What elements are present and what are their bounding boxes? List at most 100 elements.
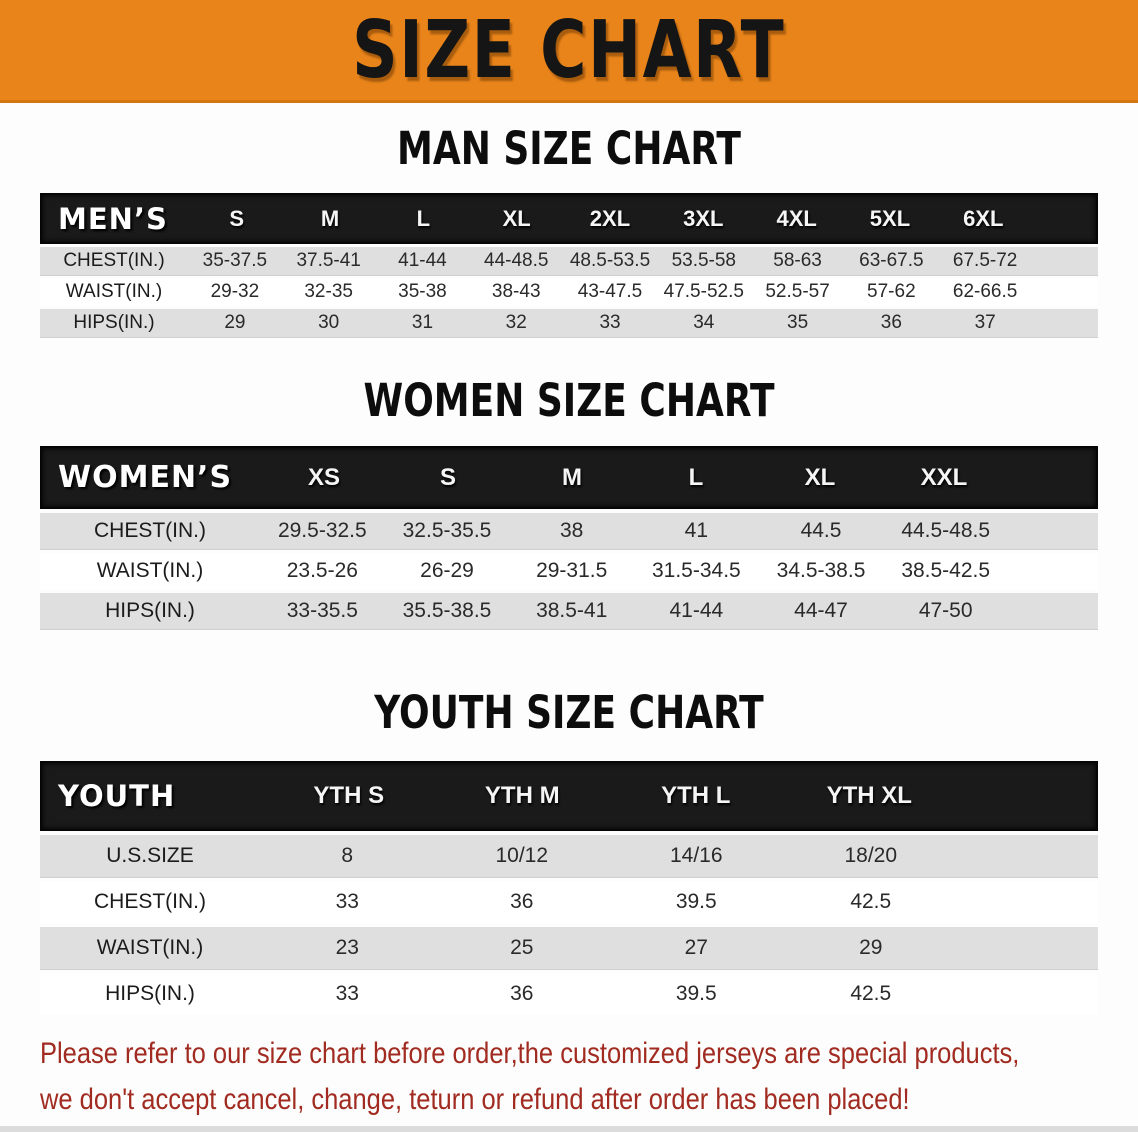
- size-value-cell: 44-48.5: [484, 250, 549, 271]
- table-row: CHEST(IN.) 35-37.5 37.5-41 41-44 44-48.5 48.5…: [40, 247, 1098, 275]
- row-label: HIPS(IN.): [105, 982, 195, 1005]
- table-row: U.S.SIZE 8 10/12 14/16 18/20: [40, 835, 1098, 877]
- men-size-table: MEN’S S M L XL 2XL 3XL 4XL 5XL 6XL CHEST(IN.) 35-37…: [40, 193, 1098, 337]
- size-value-cell: 35.5-38.5: [402, 599, 492, 622]
- size-column-header: XXL: [920, 463, 968, 491]
- size-value-cell: 10/12: [495, 844, 549, 867]
- row-label: CHEST(IN.): [94, 519, 206, 542]
- size-column-header: S: [439, 463, 456, 491]
- table-row: CHEST(IN.) 29.5-32.5 32.5-35.5 38 41 44.5 44.5…: [40, 513, 1098, 549]
- size-column-header: YTH S: [313, 782, 385, 809]
- size-value-cell: 35: [787, 312, 809, 333]
- size-column-header: S: [229, 205, 244, 231]
- size-column-header: 6XL: [963, 205, 1004, 231]
- size-value-cell: 8: [341, 844, 354, 867]
- youth-section-title: YOUTH SIZE CHART: [374, 686, 764, 739]
- size-value-cell: 33: [599, 312, 621, 333]
- youth-size-table: YOUTH YTH S YTH M YTH L YTH XL U.S.SIZE 8 10/12…: [40, 761, 1098, 1015]
- size-value-cell: 44.5: [800, 519, 842, 542]
- size-value-cell: 32-35: [304, 281, 353, 302]
- size-value-cell: 48.5-53.5: [569, 250, 651, 271]
- size-value-cell: 62-66.5: [952, 281, 1018, 302]
- size-column-header: YTH M: [484, 782, 560, 809]
- size-column-header: YTH L: [661, 782, 731, 809]
- size-value-cell: 37.5-41: [296, 250, 361, 271]
- size-value-cell: 36: [880, 312, 902, 333]
- size-value-cell: 47-50: [918, 599, 973, 622]
- size-value-cell: 44.5-48.5: [901, 519, 991, 542]
- size-value-cell: 53.5-58: [671, 250, 737, 271]
- table-group-label: MEN’S: [58, 201, 168, 236]
- row-label: WAIST(IN.): [96, 936, 204, 959]
- man-section-title: MAN SIZE CHART: [397, 122, 741, 175]
- size-column-header: XS: [307, 463, 340, 491]
- table-header-row: MEN’S S M L XL 2XL 3XL 4XL 5XL 6XL: [40, 193, 1098, 244]
- size-value-cell: 47.5-52.5: [663, 281, 744, 302]
- youth-size-section: YOUTH SIZE CHART YOUTH YTH S YTH M YTH L YTH…: [0, 687, 1138, 1015]
- size-value-cell: 63-67.5: [859, 250, 924, 271]
- size-value-cell: 36: [510, 890, 534, 913]
- size-value-cell: 31: [411, 312, 434, 333]
- size-column-header: 4XL: [776, 205, 817, 231]
- size-value-cell: 32.5-35.5: [402, 519, 492, 542]
- row-label: CHEST(IN.): [94, 890, 206, 913]
- size-value-cell: 52.5-57: [765, 281, 830, 302]
- size-value-cell: 39.5: [675, 890, 717, 913]
- row-label: HIPS(IN.): [73, 312, 155, 333]
- size-value-cell: 38: [560, 519, 584, 542]
- size-value-cell: 32: [505, 312, 527, 333]
- row-label: HIPS(IN.): [105, 599, 195, 622]
- size-value-cell: 42.5: [850, 890, 892, 913]
- size-value-cell: 35-38: [398, 281, 447, 302]
- size-chart-body: MAN SIZE CHART MEN’S S M L XL 2XL 3XL 4XL 5XL 6XL…: [0, 123, 1138, 1123]
- size-value-cell: 23: [335, 936, 359, 959]
- size-value-cell: 25: [510, 936, 534, 959]
- bottom-edge-strip: [0, 1126, 1138, 1132]
- size-value-cell: 35-37.5: [202, 250, 268, 271]
- size-value-cell: 18/20: [844, 844, 898, 867]
- size-column-header: YTH XL: [826, 782, 912, 809]
- size-value-cell: 33: [335, 890, 359, 913]
- size-value-cell: 38-43: [491, 281, 541, 302]
- size-value-cell: 42.5: [850, 982, 892, 1005]
- women-size-section: WOMEN SIZE CHART WOMEN’S XS S M L XL XXL CHEST(…: [0, 375, 1138, 629]
- size-column-header: L: [416, 205, 431, 231]
- size-value-cell: 41-44: [398, 250, 447, 271]
- size-value-cell: 34: [693, 312, 715, 333]
- page-title: SIZE CHART: [352, 3, 786, 96]
- size-value-cell: 36: [510, 982, 534, 1005]
- size-column-header: XL: [502, 205, 531, 231]
- notice-line-1: Please refer to our size chart before or…: [40, 1037, 1020, 1070]
- size-value-cell: 41-44: [669, 599, 724, 622]
- size-value-cell: 58-63: [773, 250, 822, 271]
- size-value-cell: 67.5-72: [952, 250, 1018, 271]
- table-row: HIPS(IN.) 29 30 31 32 33 34 35 36 37: [40, 309, 1098, 337]
- size-column-header: 2XL: [589, 205, 631, 231]
- table-row: WAIST(IN.) 23.5-26 26-29 29-31.5 31.5-34.5 34…: [40, 553, 1098, 589]
- table-row: HIPS(IN.) 33-35.5 35.5-38.5 38.5-41 41-44 44-…: [40, 593, 1098, 629]
- table-row: WAIST(IN.) 23 25 27 29: [40, 927, 1098, 969]
- size-value-cell: 37: [974, 312, 996, 333]
- size-value-cell: 38.5-41: [536, 599, 608, 622]
- table-row: WAIST(IN.) 29-32 32-35 35-38 38-43 43-47.5 47.…: [40, 278, 1098, 306]
- order-notice: Please refer to our size chart before or…: [40, 1031, 1138, 1123]
- size-value-cell: 38.5-42.5: [901, 559, 991, 582]
- table-row: HIPS(IN.) 33 36 39.5 42.5: [40, 973, 1098, 1015]
- size-value-cell: 29: [224, 312, 246, 333]
- size-column-header: 5XL: [869, 205, 911, 231]
- size-value-cell: 23.5-26: [286, 559, 358, 582]
- size-value-cell: 33-35.5: [286, 599, 358, 622]
- size-column-header: M: [562, 463, 582, 491]
- size-value-cell: 29-31.5: [536, 559, 608, 582]
- size-value-cell: 44-47: [794, 599, 848, 622]
- table-row: CHEST(IN.) 33 36 39.5 42.5: [40, 881, 1098, 923]
- size-value-cell: 34.5-38.5: [776, 559, 866, 582]
- size-column-header: L: [688, 463, 704, 491]
- size-value-cell: 14/16: [669, 844, 723, 867]
- size-value-cell: 43-47.5: [577, 281, 643, 302]
- size-column-header: XL: [804, 463, 836, 491]
- table-header-row: YOUTH YTH S YTH M YTH L YTH XL: [40, 761, 1098, 831]
- size-value-cell: 29.5-32.5: [277, 519, 367, 542]
- row-label: WAIST(IN.): [65, 281, 163, 302]
- women-section-title: WOMEN SIZE CHART: [363, 374, 775, 427]
